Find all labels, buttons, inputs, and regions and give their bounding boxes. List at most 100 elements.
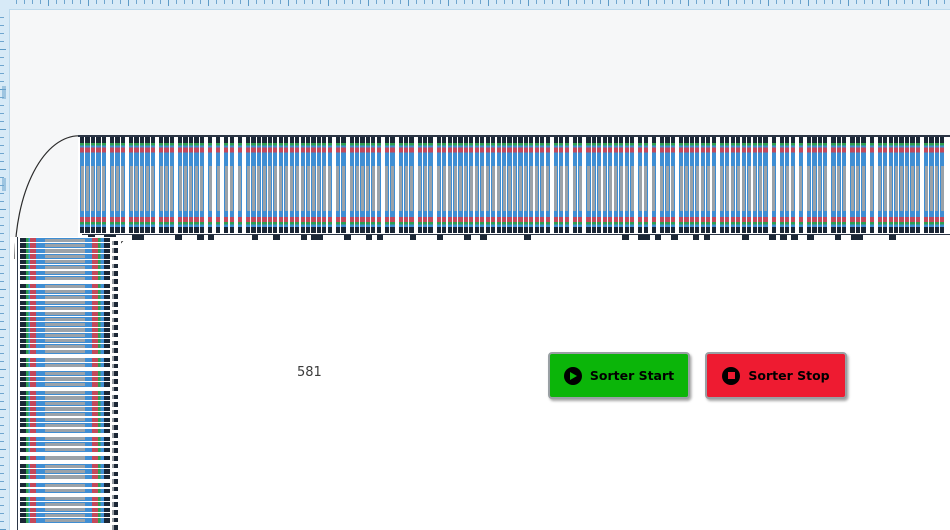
- sorter-start-button[interactable]: Sorter Start: [548, 352, 690, 399]
- carrier-slat: [229, 137, 234, 233]
- carrier-slat: [586, 137, 591, 233]
- carrier-slat: [85, 137, 90, 233]
- carrier-slat: [20, 423, 110, 428]
- ruler-tick: [144, 0, 145, 4]
- ruler-tick: [704, 0, 705, 4]
- ruler-tick: [272, 0, 273, 4]
- carrier-slat: [150, 137, 155, 233]
- ruler-tick: [0, 81, 4, 82]
- carrier-slat: [251, 137, 256, 233]
- ruler-tick: [544, 0, 545, 4]
- carrier-slat: [134, 137, 139, 233]
- carrier-slat: [311, 137, 316, 233]
- ruler-tick: [408, 0, 409, 6]
- ruler-top: [0, 0, 950, 10]
- ruler-tick: [112, 0, 113, 4]
- carrier-slat: [20, 488, 110, 493]
- conveyor-foot: [436, 235, 444, 240]
- ruler-tick: [320, 0, 321, 4]
- carrier-slat: [850, 137, 855, 233]
- carrier-slat: [384, 137, 390, 233]
- conveyor-mount-dash: [112, 332, 118, 338]
- ruler-tick: [0, 369, 6, 370]
- conveyor-left-rail: [16, 237, 19, 530]
- conveyor-foot: [480, 235, 487, 240]
- carrier-slat: [322, 137, 327, 233]
- carrier-slat: [597, 137, 602, 233]
- ruler-tick: [0, 25, 4, 26]
- conveyor-mount-dash: [112, 494, 118, 500]
- carrier-slat: [613, 137, 618, 233]
- conveyor-foot: [197, 235, 204, 240]
- ruler-tick: [0, 65, 4, 66]
- conveyor-foot: [791, 235, 798, 240]
- carrier-counter-value: 581: [297, 365, 322, 380]
- ruler-tick: [0, 337, 4, 338]
- carrier-slat: [20, 417, 110, 422]
- carrier-slat: [507, 137, 512, 233]
- ruler-tick: [224, 0, 225, 4]
- carrier-slat: [861, 137, 866, 233]
- ruler-tick: [0, 465, 4, 466]
- ruler-tick: [0, 513, 4, 514]
- conveyor-mount-dash: [112, 486, 118, 492]
- carrier-slat: [246, 137, 251, 233]
- conveyor-mount-dash: [112, 379, 118, 384]
- ruler-tick: [0, 393, 4, 394]
- carrier-slat: [894, 137, 899, 233]
- ruler-tick: [448, 0, 449, 6]
- carrier-slat: [365, 137, 371, 233]
- carrier-slat: [736, 137, 741, 233]
- carrier-slat: [80, 137, 85, 233]
- carrier-slat: [659, 137, 665, 233]
- conveyor-mount-dash: [112, 433, 118, 438]
- ruler-tick: [152, 0, 153, 4]
- ruler-tick: [864, 0, 865, 4]
- carrier-slat: [678, 137, 684, 233]
- carrier-slat: [398, 137, 403, 233]
- carrier-slat: [139, 137, 145, 233]
- carrier-slat: [619, 137, 624, 233]
- carrier-slat: [341, 137, 346, 233]
- carrier-slat: [360, 137, 365, 233]
- carrier-slat: [164, 137, 169, 233]
- ruler-tick: [0, 161, 4, 162]
- conveyor-mount-dash: [112, 417, 118, 423]
- conveyor-foot: [524, 235, 531, 240]
- carrier-slat: [20, 311, 110, 316]
- carrier-slat: [90, 137, 96, 233]
- conveyor-mount-dash: [112, 317, 118, 323]
- ruler-tick: [920, 0, 921, 4]
- conveyor-top-slats: [78, 137, 950, 233]
- carrier-slat: [20, 390, 110, 395]
- ruler-tick: [384, 0, 385, 4]
- carrier-slat: [409, 137, 414, 233]
- ruler-tick: [568, 0, 569, 6]
- conveyor-mount-dash: [112, 517, 118, 523]
- carrier-slat: [390, 137, 395, 233]
- ruler-tick: [136, 0, 137, 4]
- ruler-tick: [0, 321, 4, 322]
- ruler-tick: [0, 457, 4, 458]
- ruler-tick: [0, 305, 4, 306]
- carrier-slat: [20, 428, 110, 433]
- carrier-slat: [689, 137, 695, 233]
- carrier-slat: [523, 137, 528, 233]
- carrier-slat: [224, 137, 229, 233]
- ruler-tick: [896, 0, 897, 4]
- carrier-slat: [20, 295, 110, 300]
- conveyor-mount-dash: [112, 402, 118, 407]
- carrier-slat: [216, 137, 221, 233]
- sorter-stop-button[interactable]: Sorter Stop: [705, 352, 847, 399]
- ruler-tick: [608, 0, 609, 6]
- ruler-tick: [584, 0, 585, 4]
- carrier-slat: [20, 442, 110, 447]
- ruler-tick: [104, 0, 105, 4]
- ruler-tick: [0, 497, 4, 498]
- ruler-tick: [0, 353, 4, 354]
- carrier-slat: [20, 382, 110, 387]
- carrier-slat: [904, 137, 910, 233]
- carrier-slat: [463, 137, 469, 233]
- carrier-slat: [836, 137, 842, 233]
